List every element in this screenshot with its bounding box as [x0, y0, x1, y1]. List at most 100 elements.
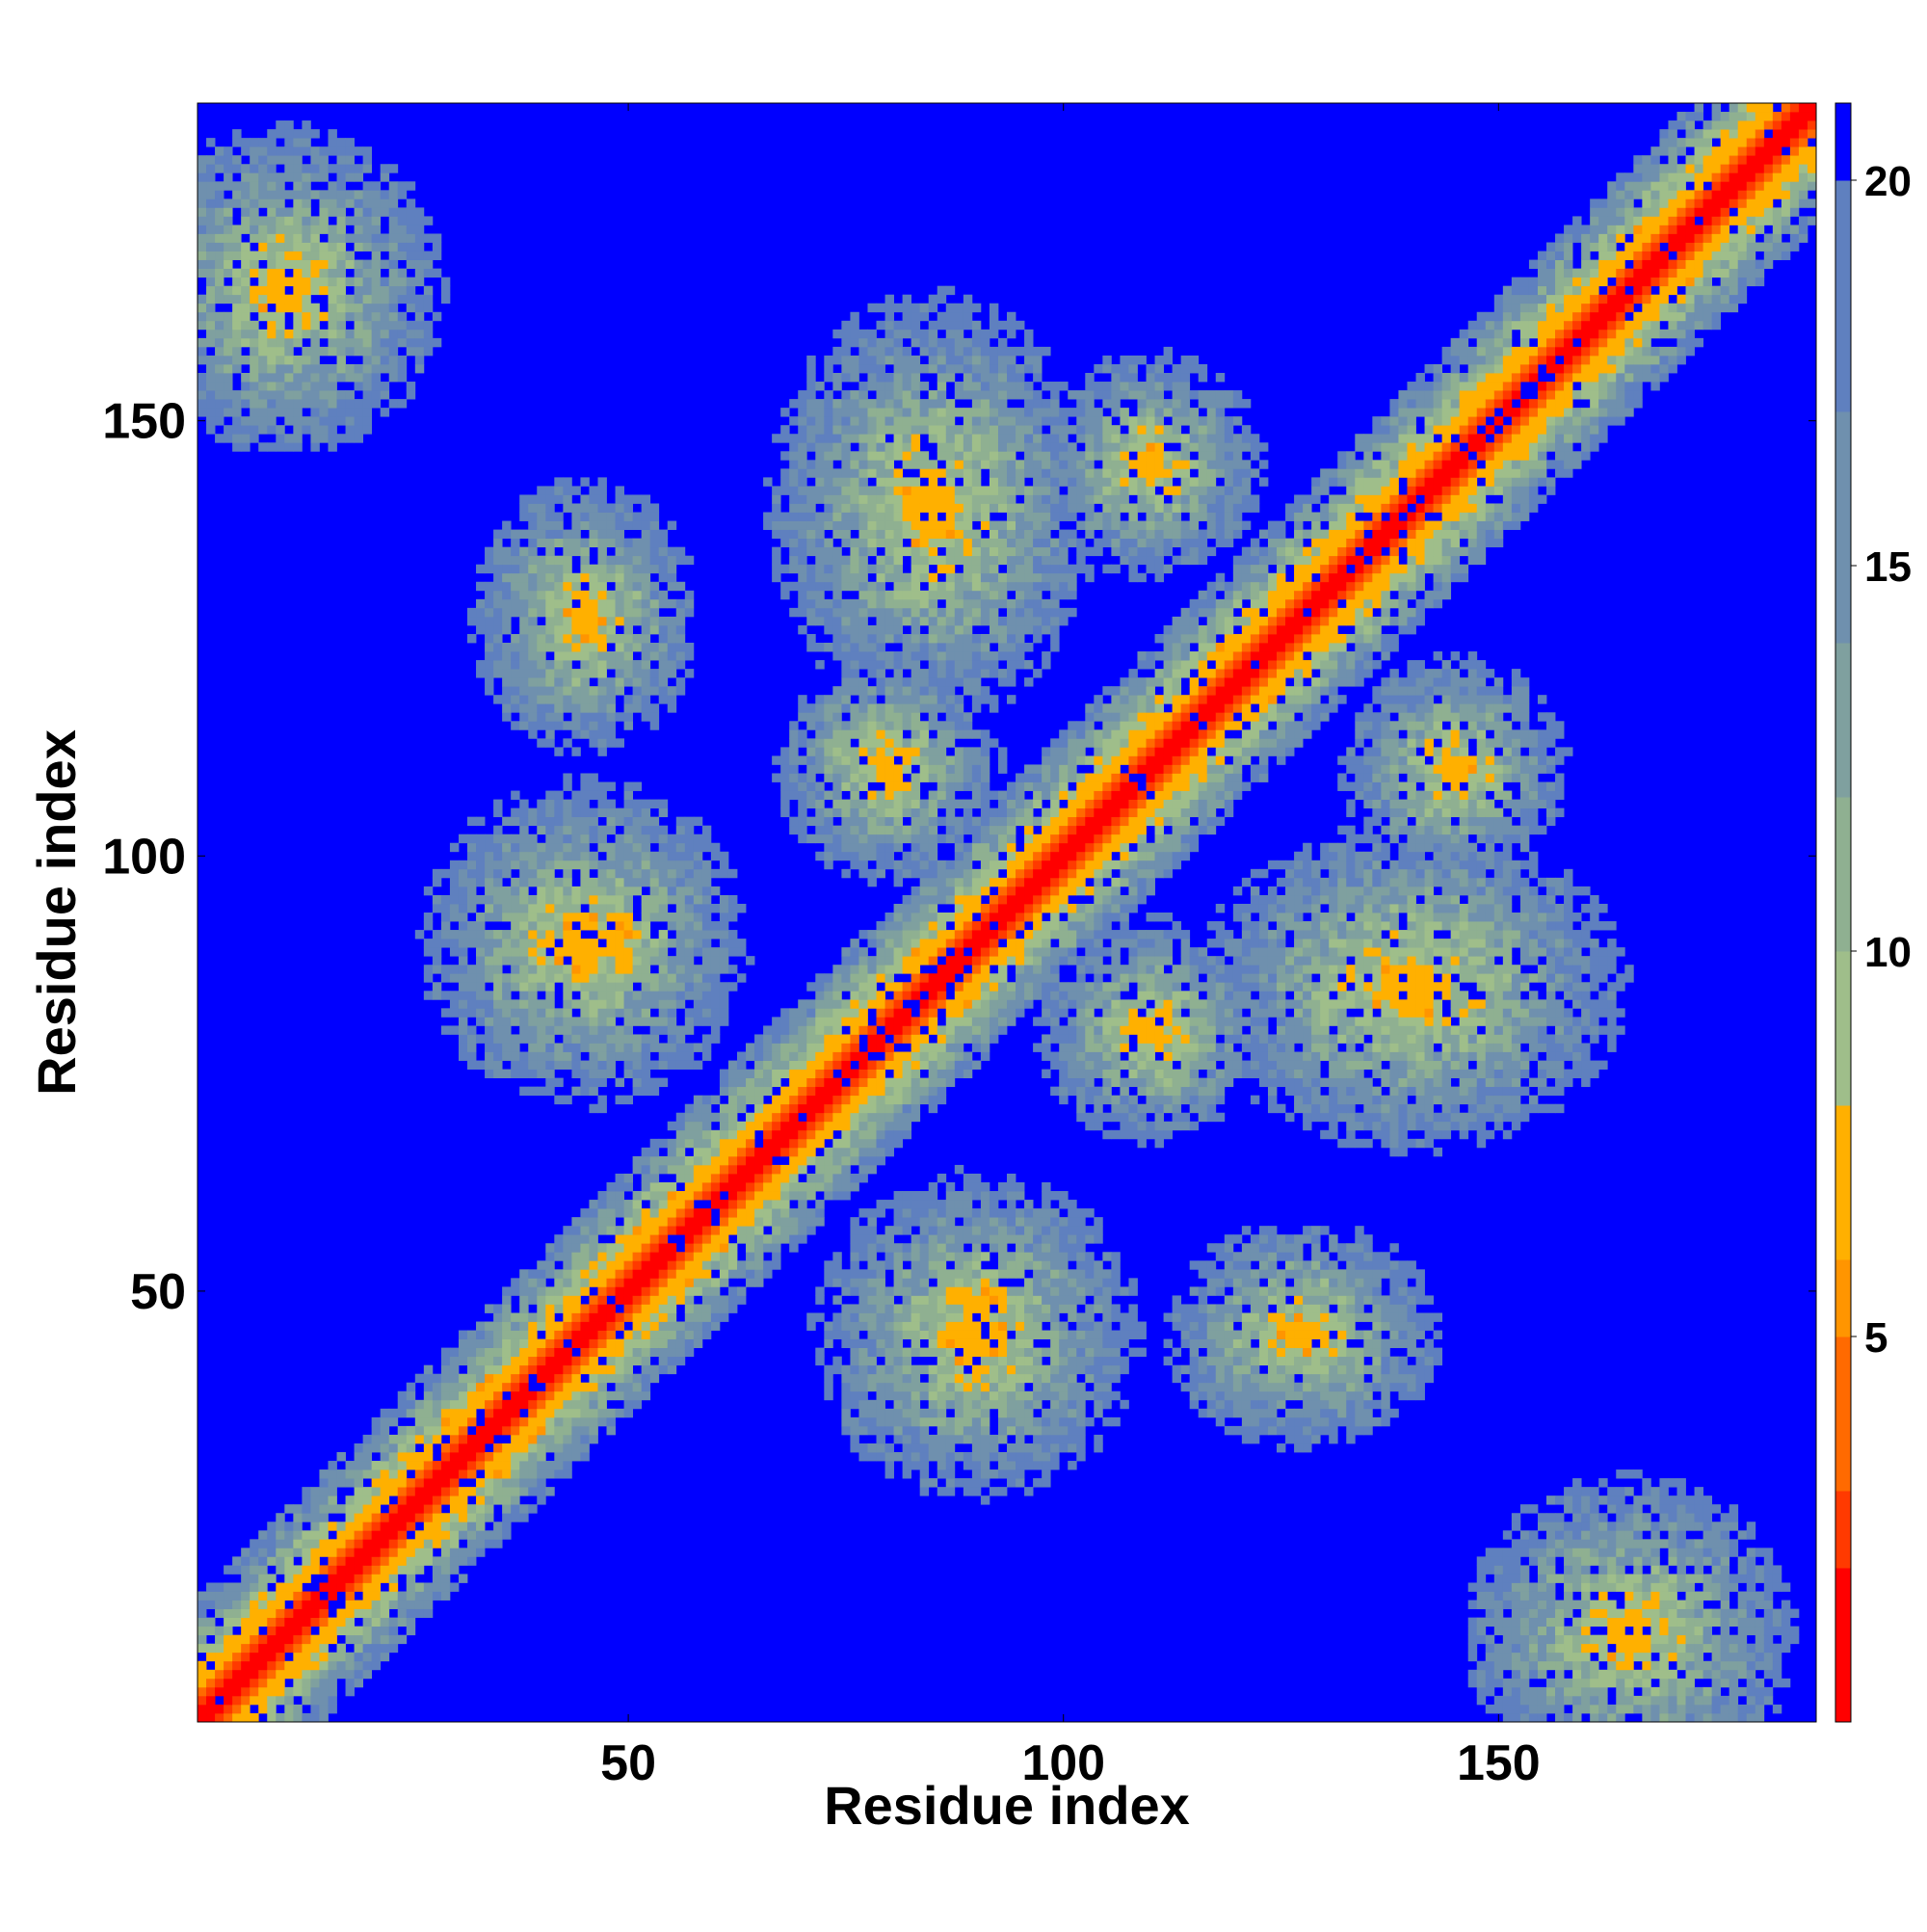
heatmap-cell	[458, 1522, 468, 1531]
heatmap-cell	[502, 1295, 512, 1305]
heatmap-cell	[867, 807, 877, 818]
heatmap-cell	[649, 816, 660, 827]
heatmap-cell	[380, 408, 390, 417]
heatmap-cell	[215, 1591, 224, 1601]
heatmap-cell	[701, 1252, 712, 1261]
heatmap-cell	[432, 1495, 442, 1505]
heatmap-cell	[589, 1243, 598, 1253]
heatmap-cell	[528, 991, 538, 1000]
heatmap-cell	[284, 172, 294, 182]
heatmap-cell	[806, 529, 816, 540]
heatmap-cell	[597, 825, 607, 835]
heatmap-cell	[528, 633, 538, 644]
heatmap-cell	[571, 1408, 581, 1418]
heatmap-cell	[884, 1408, 894, 1418]
heatmap-cell	[763, 1121, 773, 1131]
heatmap-cell	[824, 390, 833, 400]
heatmap-cell	[537, 643, 546, 652]
heatmap-cell	[206, 198, 216, 208]
heatmap-cell	[423, 285, 434, 296]
heatmap-cell	[597, 1390, 607, 1401]
heatmap-cell	[380, 242, 390, 251]
heatmap-cell	[319, 434, 329, 443]
heatmap-cell	[798, 799, 807, 809]
heatmap-cell	[772, 572, 781, 583]
heatmap-cell	[388, 1626, 399, 1636]
heatmap-cell	[537, 1017, 546, 1026]
heatmap-cell	[623, 1260, 634, 1270]
heatmap-cell	[658, 939, 669, 948]
heatmap-cell	[563, 1469, 572, 1479]
heatmap-cell	[876, 320, 885, 331]
heatmap-cell	[641, 1269, 651, 1279]
heatmap-cell	[545, 555, 555, 566]
heatmap-cell	[224, 233, 233, 243]
heatmap-cell	[232, 1712, 242, 1723]
heatmap-cell	[458, 1469, 468, 1479]
heatmap-cell	[876, 1103, 885, 1114]
heatmap-cell	[832, 999, 842, 1009]
heatmap-cell	[545, 512, 555, 521]
heatmap-cell	[485, 1530, 494, 1540]
heatmap-cell	[563, 1461, 572, 1470]
heatmap-cell	[632, 1260, 643, 1270]
heatmap-cell	[798, 1164, 807, 1175]
heatmap-cell	[267, 164, 277, 173]
heatmap-cell	[858, 703, 868, 713]
heatmap-cell	[206, 382, 216, 391]
heatmap-cell	[876, 512, 885, 521]
heatmap-cell	[293, 1608, 303, 1619]
heatmap-cell	[493, 1487, 503, 1496]
heatmap-cell	[832, 712, 842, 722]
heatmap-cell	[432, 1513, 442, 1522]
heatmap-cell	[519, 1347, 529, 1358]
heatmap-cell	[789, 434, 799, 443]
heatmap-cell	[519, 973, 529, 983]
heatmap-cell	[328, 346, 337, 357]
heatmap-cell	[746, 1269, 755, 1279]
heatmap-cell	[198, 303, 207, 313]
heatmap-cell	[310, 311, 320, 322]
heatmap-cell	[206, 207, 216, 217]
heatmap-cell	[440, 930, 451, 940]
heatmap-cell	[528, 686, 538, 696]
heatmap-cell	[354, 190, 364, 199]
heatmap-cell	[215, 207, 224, 217]
heatmap-cell	[641, 607, 651, 618]
heatmap-cell	[545, 1399, 555, 1410]
heatmap-cell	[824, 408, 833, 417]
heatmap-cell	[763, 520, 773, 530]
heatmap-cell	[476, 956, 486, 966]
heatmap-cell	[658, 991, 669, 1000]
heatmap-cell	[701, 825, 712, 835]
heatmap-cell	[667, 1226, 677, 1235]
heatmap-cell	[684, 930, 695, 940]
heatmap-cell	[571, 1017, 581, 1026]
heatmap-cell	[832, 703, 842, 713]
heatmap-cell	[511, 834, 520, 844]
heatmap-cell	[563, 1034, 572, 1044]
heatmap-cell	[675, 956, 686, 966]
heatmap-cell	[476, 669, 486, 678]
heatmap-cell	[815, 590, 825, 600]
heatmap-cell	[284, 1504, 294, 1514]
heatmap-cell	[397, 1565, 408, 1575]
heatmap-cell	[397, 320, 408, 331]
heatmap-cell	[632, 1043, 643, 1052]
heatmap-cell	[884, 965, 894, 974]
heatmap-cell	[649, 581, 660, 592]
heatmap-cell	[276, 1513, 285, 1522]
heatmap-cell	[597, 1382, 607, 1392]
heatmap-cell	[302, 285, 311, 296]
heatmap-cell	[232, 1695, 242, 1706]
heatmap-cell	[423, 1608, 434, 1619]
heatmap-cell	[850, 598, 859, 609]
heatmap-cell	[354, 1452, 364, 1462]
heatmap-cell	[658, 669, 669, 678]
heatmap-cell	[841, 1112, 851, 1123]
heatmap-cell	[485, 1025, 494, 1035]
heatmap-cell	[267, 416, 277, 426]
heatmap-cell	[658, 886, 669, 896]
heatmap-cell	[528, 1434, 538, 1444]
heatmap-cell	[537, 738, 546, 748]
